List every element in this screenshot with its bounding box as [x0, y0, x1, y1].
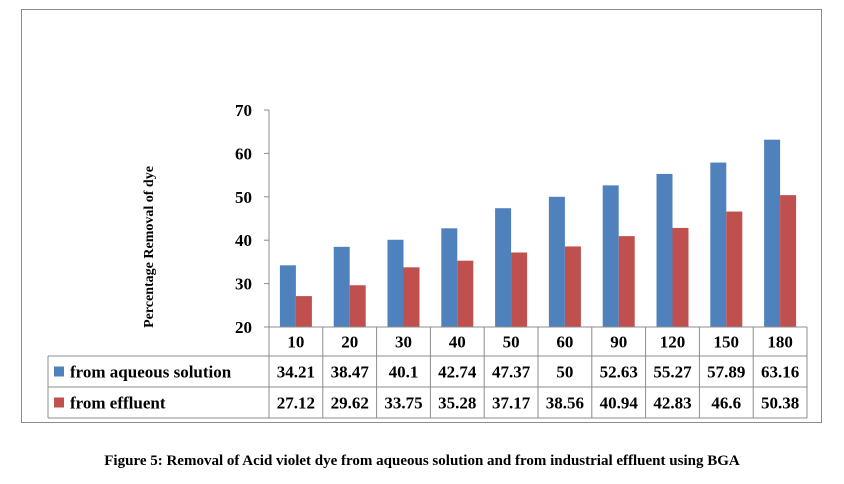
legend-label-aqueous: from aqueous solution [70, 363, 232, 382]
bar-aqueous [602, 185, 619, 327]
y-axis-title: Percentage Removal of dye [142, 166, 157, 328]
y-tick-label: 70 [235, 101, 252, 120]
data-table-cell: 40.94 [600, 394, 639, 413]
data-table-cell: 35.28 [438, 394, 476, 413]
bar-aqueous [279, 265, 296, 327]
data-table-cell: 29.62 [331, 394, 369, 413]
bar-aqueous [710, 162, 727, 327]
bar-effluent [726, 211, 743, 327]
y-tick-label: 30 [235, 275, 252, 294]
bar-effluent [672, 227, 689, 327]
bar-aqueous [548, 196, 565, 327]
data-table-cell: 55.27 [653, 363, 692, 382]
data-table-cell: 57.89 [707, 363, 745, 382]
bar-aqueous [333, 246, 350, 327]
bar-effluent [403, 267, 420, 327]
x-category-label: 150 [714, 333, 740, 352]
x-category-label: 180 [767, 333, 793, 352]
data-table-cell: 50.38 [761, 394, 799, 413]
bar-aqueous [387, 239, 404, 327]
bar-effluent [349, 285, 366, 327]
bar-aqueous [764, 139, 781, 327]
data-table-cell: 47.37 [492, 363, 531, 382]
x-category-label: 60 [556, 333, 573, 352]
x-category-label: 50 [503, 333, 520, 352]
data-table-cell: 38.47 [331, 363, 370, 382]
y-tick-label: 60 [235, 144, 252, 163]
bar-effluent [564, 246, 581, 327]
legend-label-effluent: from effluent [70, 394, 166, 413]
data-table-cell: 37.17 [492, 394, 531, 413]
data-table-cell: 33.75 [384, 394, 422, 413]
bar-aqueous [656, 173, 673, 327]
data-table-cell: 42.83 [653, 394, 691, 413]
bar-effluent [780, 195, 797, 327]
data-table-cell: 46.6 [711, 394, 741, 413]
x-category-label: 30 [395, 333, 412, 352]
data-table-cell: 63.16 [761, 363, 799, 382]
bar-effluent [618, 236, 635, 327]
x-category-label: 40 [449, 333, 466, 352]
bar-effluent [457, 260, 474, 327]
data-table-cell: 38.56 [546, 394, 584, 413]
x-category-label: 90 [610, 333, 627, 352]
bar-effluent [295, 296, 312, 327]
x-category-label: 120 [660, 333, 686, 352]
y-tick-label: 20 [235, 318, 252, 337]
y-tick-label: 50 [235, 188, 252, 207]
bar-aqueous [495, 208, 512, 327]
data-table-cell: 42.74 [438, 363, 477, 382]
bar-effluent [511, 252, 528, 327]
figure-caption: Figure 5: Removal of Acid violet dye fro… [104, 453, 740, 469]
legend-key-effluent [54, 397, 64, 408]
y-tick-label: 40 [235, 231, 252, 250]
chart-frame [21, 9, 822, 423]
data-table-cell: 40.1 [389, 363, 419, 382]
legend-key-aqueous [54, 366, 64, 377]
data-table-cell: 34.21 [277, 363, 315, 382]
x-category-label: 20 [341, 333, 358, 352]
data-table-cell: 50 [556, 363, 573, 382]
bar-aqueous [441, 228, 458, 327]
data-table-cell: 27.12 [277, 394, 315, 413]
x-category-label: 10 [287, 333, 304, 352]
data-table-cell: 52.63 [600, 363, 638, 382]
